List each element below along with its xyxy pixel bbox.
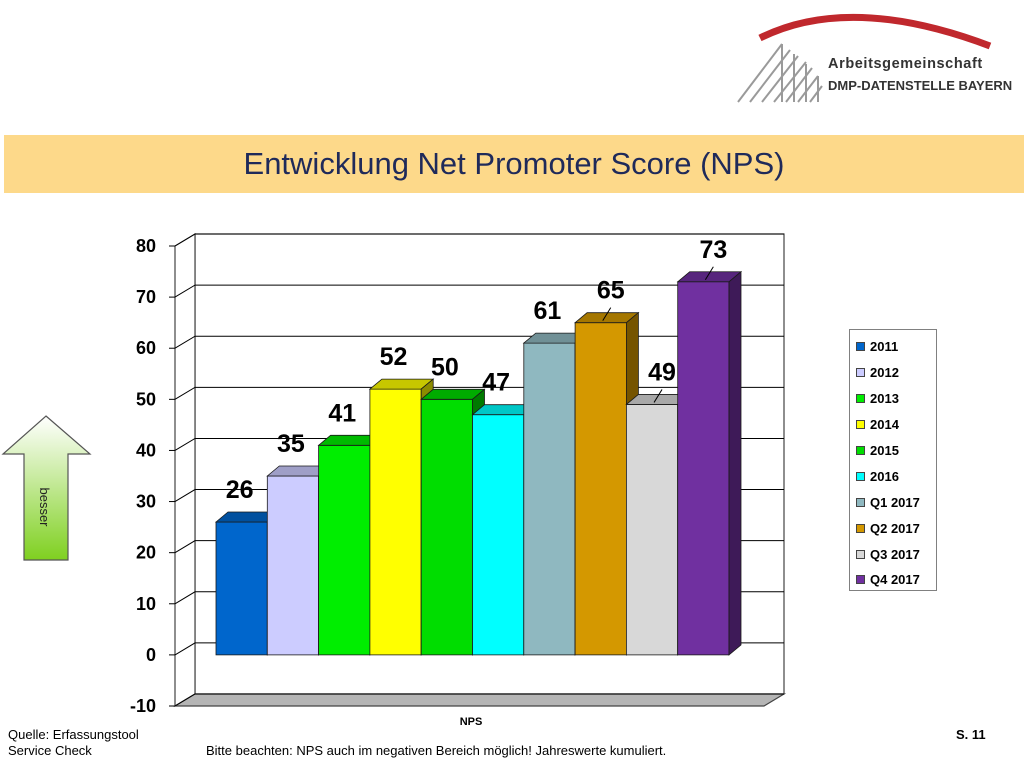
legend-item: Q3 2017	[850, 541, 936, 567]
y-tick-label: 30	[136, 492, 156, 512]
plot-floor	[172, 693, 787, 707]
y-tick-label: 60	[136, 338, 156, 358]
legend-swatch	[856, 523, 865, 533]
y-tick-label: 40	[136, 440, 156, 460]
logo-line1: Arbeitsgemeinschaft	[828, 56, 983, 72]
gridline	[174, 693, 784, 707]
y-tick-label: 50	[136, 389, 156, 409]
up-arrow-icon	[1, 415, 92, 561]
legend-item: 2016	[850, 463, 936, 489]
bar-q4-2017	[677, 281, 730, 656]
title-bar: Entwicklung Net Promoter Score (NPS)	[4, 135, 1024, 193]
legend-item: 2013	[850, 386, 936, 412]
legend-swatch	[856, 549, 865, 559]
x-axis-label: NPS	[460, 716, 483, 728]
data-label-leader	[653, 389, 663, 403]
legend-item: 2012	[850, 360, 936, 386]
data-label: 35	[277, 430, 305, 458]
y-axis-ticks: -10 0 10 20 30 40 50 60 70 80	[130, 236, 175, 716]
bar-2014	[369, 388, 422, 656]
legend-swatch	[856, 368, 865, 378]
legend-swatch	[856, 446, 865, 455]
legend-swatch	[856, 420, 865, 430]
data-label: 52	[380, 343, 408, 371]
legend-label: Q3 2017	[870, 546, 920, 562]
legend-swatch	[856, 497, 865, 507]
legend-swatch	[856, 394, 865, 404]
bar-2013	[318, 444, 371, 656]
legend-swatch	[856, 471, 865, 481]
bars	[214, 270, 743, 656]
legend-swatch	[856, 342, 865, 352]
data-label-leader	[602, 307, 612, 321]
gridline	[174, 284, 784, 298]
data-label: 73	[699, 236, 727, 264]
y-tick-label: 80	[136, 236, 156, 256]
legend-item: 2015	[850, 438, 936, 464]
bar-q2-2017	[574, 322, 627, 656]
bar-q3-2017	[626, 404, 679, 656]
page-title: Entwicklung Net Promoter Score (NPS)	[243, 146, 785, 181]
logo: Arbeitsgemeinschaft DMP-DATENSTELLE BAYE…	[730, 8, 1015, 108]
data-label: 50	[431, 353, 459, 381]
bar-q1-2017	[523, 342, 576, 656]
logo-red-arc	[758, 13, 992, 50]
y-tick-label: 0	[146, 645, 156, 665]
arrow-label: besser	[37, 487, 52, 527]
legend-label: 2012	[870, 365, 899, 381]
legend-item: 2014	[850, 412, 936, 438]
footer-note: Bitte beachten: NPS auch im negativen Be…	[206, 743, 667, 758]
data-labels: 26 35 41 52 50 47 61 65 49 73	[226, 236, 728, 504]
legend-label: 2013	[870, 391, 899, 407]
y-tick-label: 70	[136, 287, 156, 307]
legend-item: 2011	[850, 334, 936, 360]
logo-line2: DMP-DATENSTELLE BAYERN	[828, 78, 1013, 93]
data-label: 49	[648, 358, 676, 386]
legend-label: Q2 2017	[870, 520, 920, 536]
logo-gray-lines	[737, 43, 823, 103]
page-number: S. 11	[956, 727, 986, 742]
bar-2012	[266, 475, 319, 656]
bar-2015	[420, 398, 473, 656]
data-label: 26	[226, 476, 254, 504]
y-tick-label: -10	[130, 696, 156, 716]
legend-label: 2014	[870, 417, 899, 433]
footer-source-line1: Quelle: Erfassungstool	[8, 727, 139, 742]
legend-swatch	[856, 575, 865, 585]
bar-side-face	[728, 270, 742, 656]
legend-label: 2011	[870, 339, 899, 355]
data-label: 61	[534, 297, 562, 325]
legend-label: Q4 2017	[870, 572, 920, 588]
legend-label: Q1 2017	[870, 494, 920, 510]
footer-source-line2: Service Check	[8, 743, 92, 758]
data-label: 65	[597, 277, 625, 305]
data-label-leader	[704, 266, 714, 281]
legend-item: Q1 2017	[850, 489, 936, 515]
legend: 2011 2012 2013 2014 2015 2016 Q1 2017 Q2 2017 Q3…	[849, 329, 937, 591]
besser-arrow: besser	[1, 415, 92, 561]
gridline	[174, 233, 784, 247]
bar-2011	[215, 521, 268, 656]
plot-side-wall	[174, 232, 196, 708]
y-tick-label: 10	[136, 594, 156, 614]
legend-label: 2015	[870, 443, 899, 458]
data-label: 41	[328, 399, 356, 427]
data-label: 47	[482, 369, 510, 397]
legend-label: 2016	[870, 468, 899, 484]
legend-item: Q4 2017	[850, 567, 936, 593]
y-tick-label: 20	[136, 543, 156, 563]
logo-graphic	[737, 13, 992, 103]
bar-2016	[472, 414, 525, 656]
legend-item: Q2 2017	[850, 515, 936, 541]
